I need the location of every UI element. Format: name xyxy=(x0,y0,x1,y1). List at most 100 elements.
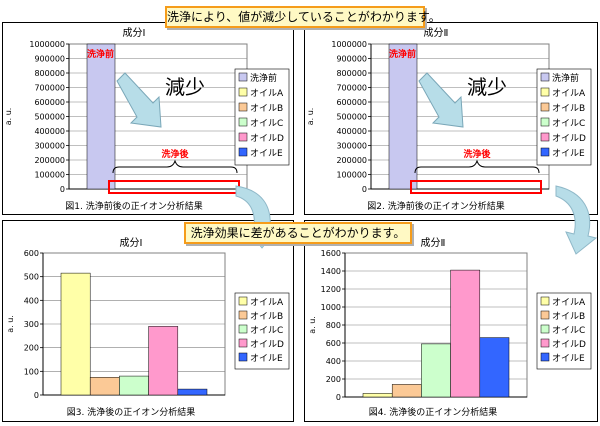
y-tick-label: 1000 xyxy=(321,303,341,312)
y-tick-label: 500000 xyxy=(34,113,65,122)
y-tick-label: 1600 xyxy=(321,249,341,258)
legend-swatch xyxy=(540,72,550,82)
legend-swatch xyxy=(238,296,248,306)
y-tick-label: 0 xyxy=(362,185,367,194)
y-tick-label: 100000 xyxy=(336,171,367,180)
bar-オイルE xyxy=(177,388,208,396)
annotation-before: 洗浄前 xyxy=(87,48,114,60)
legend-label: 洗浄前 xyxy=(250,72,277,84)
y-tick-label: 800 xyxy=(326,321,341,330)
legend-swatch xyxy=(238,132,248,142)
legend-box xyxy=(234,68,290,166)
legend-swatch xyxy=(540,324,550,334)
legend-swatch xyxy=(540,338,550,348)
legend-label: オイルA xyxy=(552,88,586,99)
legend-label: オイルB xyxy=(250,103,283,114)
legend-swatch xyxy=(238,338,248,348)
y-tick-label: 900000 xyxy=(336,55,367,64)
figure-caption: 図2. 洗浄前後の正イオン分析結果 xyxy=(367,200,504,212)
chart-svg-4: 1600 1400 1200 1000 800 600 400 200 0 a. u. 成分Ⅱ オイル… xyxy=(308,237,592,418)
y-tick-label: 600 xyxy=(24,249,39,258)
y-tick-label: 500000 xyxy=(336,113,367,122)
legend-swatch xyxy=(540,352,550,362)
y-tick-label: 800000 xyxy=(336,69,367,78)
y-tick-label: 400000 xyxy=(336,127,367,136)
legend: オイルA オイルB オイルC オイルD オイルE xyxy=(234,292,290,370)
bar-オイルC xyxy=(421,343,451,398)
legend-label: オイルC xyxy=(552,118,585,129)
y-tick-label: 100 xyxy=(24,367,39,376)
y-tick-label: 700000 xyxy=(336,84,367,93)
y-tick-label: 200 xyxy=(326,375,341,384)
legend-swatch xyxy=(540,102,550,112)
annotation-decrease: 減少 xyxy=(165,75,205,99)
legend-swatch xyxy=(238,147,248,157)
legend-swatch xyxy=(238,87,248,97)
legend-label: オイルA xyxy=(250,297,284,308)
legend-label: オイルB xyxy=(552,311,585,322)
legend-swatch xyxy=(238,310,248,320)
legend-label: 洗浄前 xyxy=(552,72,579,84)
legend-label: オイルA xyxy=(552,297,586,308)
bar-オイルA xyxy=(60,272,91,396)
legend-swatch xyxy=(238,324,248,334)
y-tick-label: 700000 xyxy=(34,84,65,93)
annotation-after: 洗浄後 xyxy=(161,148,189,160)
y-tick-label: 600000 xyxy=(336,98,367,107)
y-tick-label: 500 xyxy=(24,273,39,282)
y-tick-label: 400 xyxy=(326,357,341,366)
annotation-decrease: 減少 xyxy=(467,75,507,99)
after-highlight-box xyxy=(410,180,542,194)
banner-middle: 洗浄効果に差があることがわかります。 xyxy=(184,222,412,244)
banner-top: 洗浄により、値が減少していることがわかります。 xyxy=(165,6,441,28)
y-tick-label: 1000000 xyxy=(331,40,367,49)
y-axis-label: a. u. xyxy=(308,316,317,334)
legend-label: オイルD xyxy=(250,339,284,350)
y-tick-label: 400000 xyxy=(34,127,65,136)
legend: オイルA オイルB オイルC オイルD オイルE xyxy=(536,292,592,370)
chart-title: 成分Ⅰ xyxy=(120,237,143,249)
chart-svg-2: 1000000900000800000700000600000500000400… xyxy=(306,27,592,212)
legend-label: オイルD xyxy=(552,339,586,350)
y-tick-label: 1000000 xyxy=(29,40,65,49)
legend-swatch xyxy=(540,87,550,97)
bar-オイルE xyxy=(479,337,510,398)
bar-洗浄前 xyxy=(86,43,116,190)
legend-label: オイルC xyxy=(250,118,283,129)
figure-caption: 図4. 洗浄後の正イオン分析結果 xyxy=(369,406,497,418)
y-tick-label: 400 xyxy=(24,296,39,305)
after-brace xyxy=(414,159,540,174)
legend-label: オイルE xyxy=(250,353,283,364)
bar-オイルD xyxy=(148,326,179,396)
figure-caption: 図1. 洗浄前後の正イオン分析結果 xyxy=(65,200,202,212)
chart-panel-1: 1000000 900000 800000 700000 600000 500000 400… xyxy=(2,22,294,215)
y-tick-label: 100000 xyxy=(34,171,65,180)
y-tick-label: 300 xyxy=(24,320,39,329)
y-tick-label: 0 xyxy=(34,391,39,400)
after-brace xyxy=(112,159,238,174)
connector-arrow-right xyxy=(555,185,598,255)
chart-title: 成分Ⅱ xyxy=(421,237,446,249)
bar-オイルD xyxy=(450,269,481,398)
chart-panel-4: 1600 1400 1200 1000 800 600 400 200 0 a. u. 成分Ⅱ オイル… xyxy=(304,220,598,422)
y-tick-label: 200000 xyxy=(336,156,367,165)
chart-svg-1: 1000000900000800000700000600000500000400… xyxy=(4,27,290,212)
legend-swatch xyxy=(540,310,550,320)
decrease-arrow xyxy=(418,72,464,128)
legend-swatch xyxy=(238,117,248,127)
y-tick-label: 600 xyxy=(326,339,341,348)
legend-label: オイルA xyxy=(250,88,284,99)
annotation-after: 洗浄後 xyxy=(463,148,491,160)
legend-swatch xyxy=(238,72,248,82)
decrease-arrow xyxy=(116,72,162,128)
y-tick-label: 1200 xyxy=(321,285,341,294)
legend-label: オイルE xyxy=(250,148,283,159)
chart-title: 成分Ⅰ xyxy=(123,27,146,39)
y-tick-label: 1400 xyxy=(321,267,341,276)
legend-label: オイルE xyxy=(552,353,585,364)
legend-label: オイルE xyxy=(552,148,585,159)
